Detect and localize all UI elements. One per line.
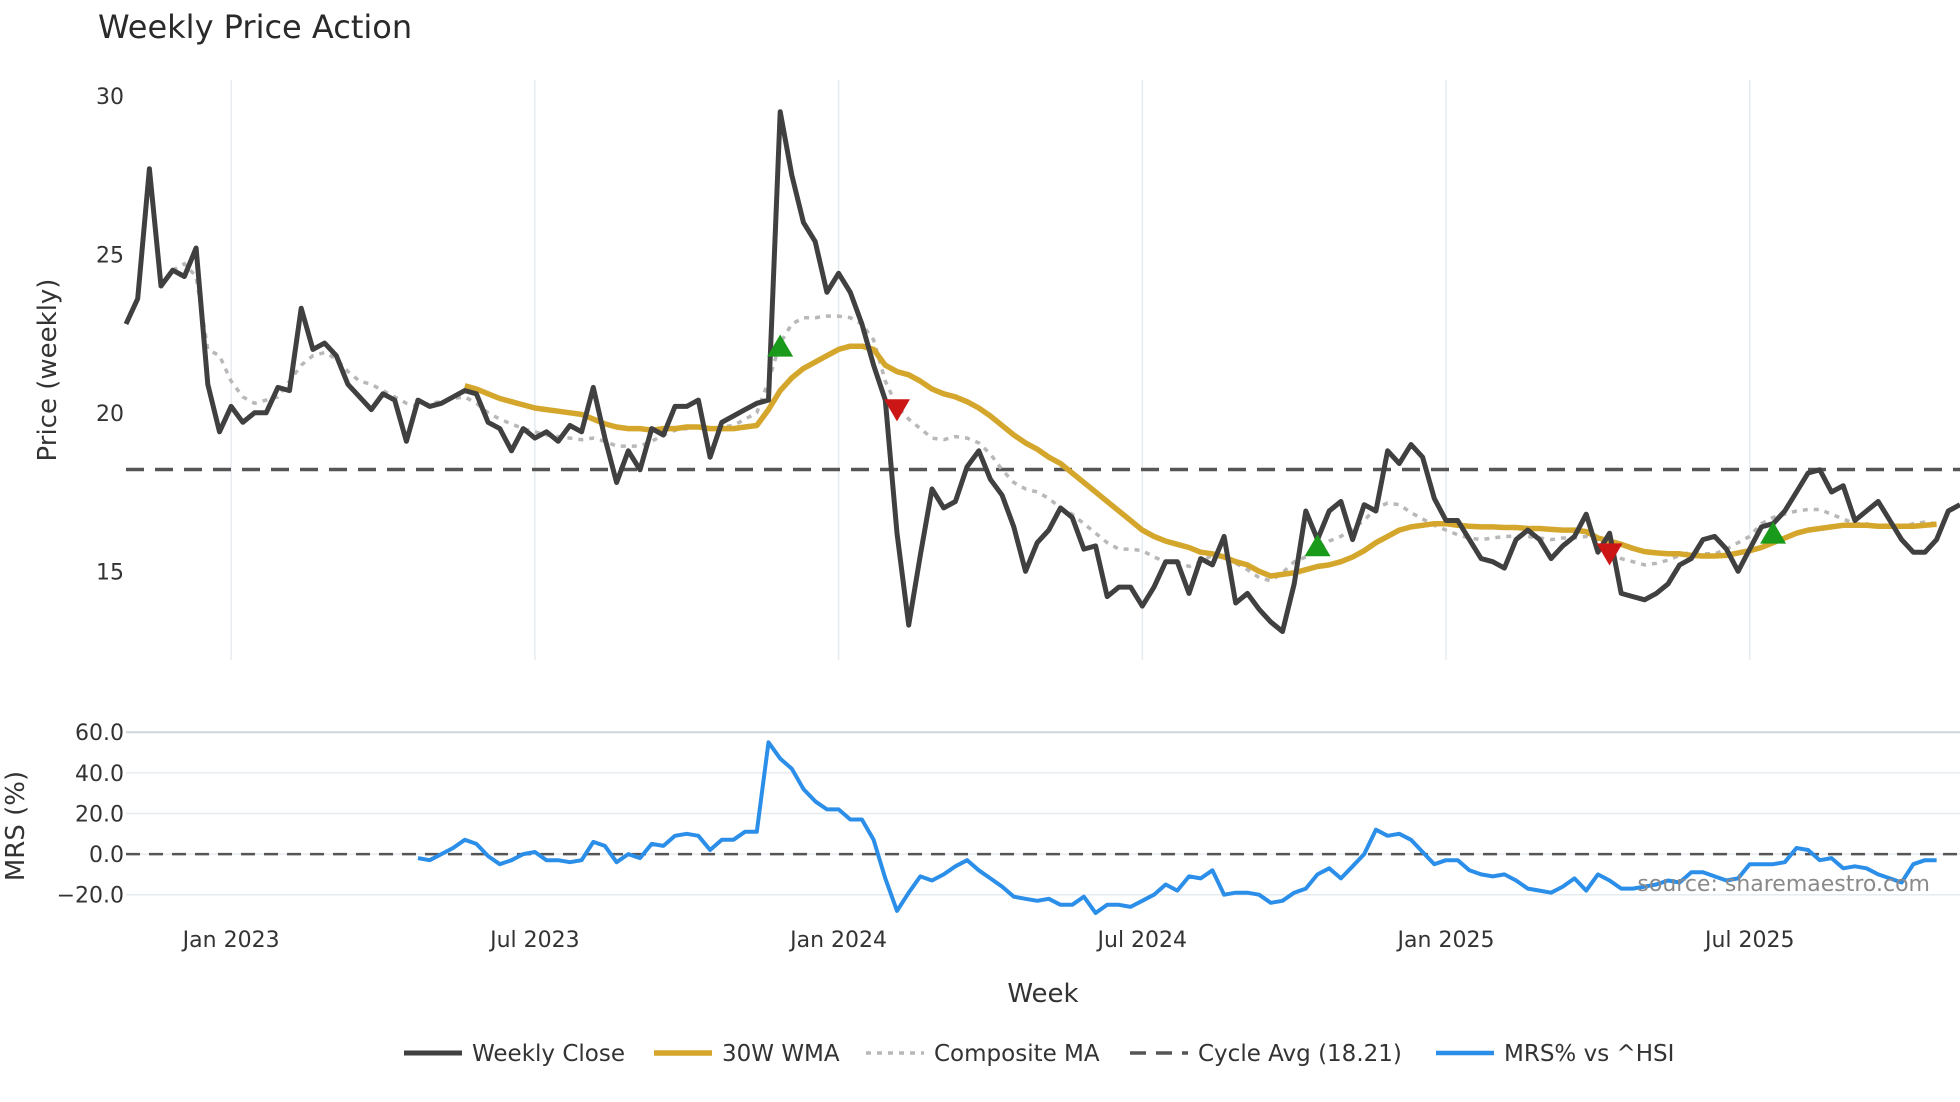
legend-label-4: MRS% vs ^HSI [1504, 1041, 1674, 1067]
legend-label-1: 30W WMA [722, 1041, 840, 1067]
price-y-tick-3: 30 [96, 85, 124, 110]
mrs-line [417, 740, 1937, 915]
price-y-axis-label: Price (weekly) [33, 279, 63, 462]
source-note: source: sharemaestro.com [1637, 872, 1930, 897]
x-tick-2: Jan 2024 [788, 928, 887, 953]
x-tick-0: Jan 2023 [181, 928, 280, 953]
price-y-ticks: 15 20 25 30 [96, 85, 124, 585]
x-tick-4: Jan 2025 [1396, 928, 1495, 953]
sell-signal-marker-1 [1596, 543, 1623, 566]
x-tick-1: Jul 2023 [488, 928, 580, 953]
price-gridlines [230, 80, 1751, 660]
chart-title: Weekly Price Action [98, 8, 412, 46]
price-y-tick-1: 20 [96, 402, 124, 427]
weekly-close-line [123, 109, 1960, 634]
mrs-y-tick-1: 40.0 [75, 762, 124, 787]
price-y-tick-2: 25 [96, 243, 124, 268]
legend-label-0: Weekly Close [472, 1041, 625, 1067]
mrs-panel: 60.0 40.0 20.0 0.0 −20.0 MRS (%) source: sha… [1, 721, 1960, 915]
mrs-y-tick-2: 20.0 [75, 802, 124, 827]
signal-markers [767, 334, 1787, 566]
mrs-gridlines [126, 731, 1960, 896]
composite-ma-line [171, 261, 1937, 583]
wma-30w-line [464, 343, 1937, 579]
x-tick-3: Jul 2024 [1096, 928, 1188, 953]
mrs-y-axis-label: MRS (%) [1, 771, 31, 881]
sell-signal-marker-0 [883, 399, 910, 422]
price-y-tick-0: 15 [96, 560, 124, 585]
legend-label-2: Composite MA [934, 1041, 1100, 1067]
legend: Weekly Close 30W WMA Composite MA Cycle Avg… [404, 1041, 1674, 1067]
price-panel: 15 20 25 30 Price (weekly) [33, 80, 1960, 660]
mrs-y-tick-3: 0.0 [89, 843, 124, 868]
x-axis-label: Week [1007, 979, 1078, 1009]
mrs-y-tick-0: 60.0 [75, 721, 124, 746]
buy-signal-marker-1 [1304, 534, 1331, 557]
x-axis-ticks: Jan 2023 Jul 2023 Jan 2024 Jul 2024 Jan 2025… [181, 928, 1795, 953]
buy-signal-marker-0 [767, 334, 794, 357]
buy-signal-marker-2 [1760, 521, 1787, 544]
legend-label-3: Cycle Avg (18.21) [1198, 1041, 1402, 1067]
x-tick-5: Jul 2025 [1703, 928, 1795, 953]
mrs-y-ticks: 60.0 40.0 20.0 0.0 −20.0 [57, 721, 124, 909]
mrs-y-tick-4: −20.0 [57, 884, 124, 909]
